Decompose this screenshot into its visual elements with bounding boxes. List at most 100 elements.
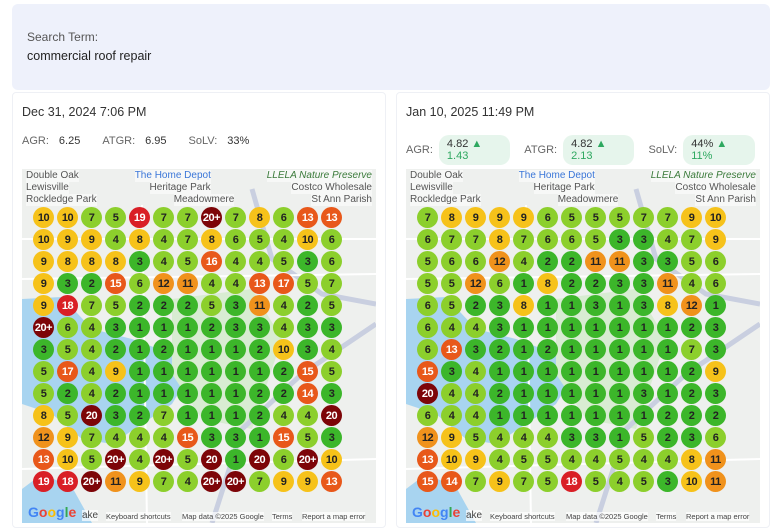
rank-pin[interactable]: 13 <box>417 449 438 470</box>
rank-pin[interactable]: 6 <box>417 295 438 316</box>
keyboard-shortcuts-link[interactable]: Keyboard shortcuts <box>106 512 171 521</box>
rank-pin[interactable]: 5 <box>249 229 270 250</box>
rank-pin[interactable]: 6 <box>489 273 510 294</box>
rank-pin[interactable]: 1 <box>153 317 174 338</box>
rank-pin[interactable]: 8 <box>57 251 78 272</box>
rank-pin[interactable]: 9 <box>465 207 486 228</box>
rank-pin[interactable]: 11 <box>609 251 630 272</box>
rank-pin[interactable]: 3 <box>585 295 606 316</box>
rank-pin[interactable]: 2 <box>249 405 270 426</box>
rank-pin[interactable]: 1 <box>201 361 222 382</box>
rank-pin[interactable]: 20+ <box>201 471 222 492</box>
terms-link[interactable]: Terms <box>656 512 677 521</box>
rank-pin[interactable]: 7 <box>513 229 534 250</box>
rank-pin[interactable]: 5 <box>321 295 342 316</box>
rank-pin[interactable]: 10 <box>705 207 726 228</box>
rank-pin[interactable]: 1 <box>561 295 582 316</box>
rank-pin[interactable]: 7 <box>681 339 702 360</box>
rank-pin[interactable]: 9 <box>489 471 510 492</box>
rank-pin[interactable]: 10 <box>273 339 294 360</box>
rank-pin[interactable]: 5 <box>273 251 294 272</box>
rank-pin[interactable]: 7 <box>81 207 102 228</box>
rank-pin[interactable]: 20 <box>417 383 438 404</box>
rank-pin[interactable]: 7 <box>657 207 678 228</box>
rank-pin[interactable]: 4 <box>153 251 174 272</box>
rank-pin[interactable]: 1 <box>609 317 630 338</box>
rank-pin[interactable]: 10 <box>321 449 342 470</box>
rank-pin[interactable]: 7 <box>153 207 174 228</box>
rank-pin[interactable]: 3 <box>297 251 318 272</box>
rank-pin[interactable]: 6 <box>561 229 582 250</box>
rank-pin[interactable]: 1 <box>561 317 582 338</box>
rank-pin[interactable]: 1 <box>609 383 630 404</box>
rank-pin[interactable]: 3 <box>465 339 486 360</box>
rank-pin[interactable]: 12 <box>681 295 702 316</box>
rank-pin[interactable]: 7 <box>441 229 462 250</box>
rank-pin[interactable]: 9 <box>465 449 486 470</box>
rank-pin[interactable]: 6 <box>465 251 486 272</box>
rank-pin[interactable]: 20+ <box>81 471 102 492</box>
rank-pin[interactable]: 5 <box>33 383 54 404</box>
rank-pin[interactable]: 20+ <box>153 449 174 470</box>
rank-pin[interactable]: 1 <box>537 295 558 316</box>
rank-pin[interactable]: 9 <box>297 471 318 492</box>
rank-pin[interactable]: 3 <box>321 383 342 404</box>
rank-pin[interactable]: 15 <box>417 471 438 492</box>
rank-pin[interactable]: 1 <box>537 317 558 338</box>
rank-pin[interactable]: 8 <box>681 449 702 470</box>
rank-pin[interactable]: 1 <box>657 317 678 338</box>
rank-pin[interactable]: 20+ <box>201 207 222 228</box>
rank-pin[interactable]: 9 <box>33 273 54 294</box>
rank-pin[interactable]: 11 <box>585 251 606 272</box>
rank-pin[interactable]: 3 <box>321 427 342 448</box>
rank-pin[interactable]: 9 <box>513 207 534 228</box>
rank-pin[interactable]: 2 <box>297 295 318 316</box>
rank-pin[interactable]: 1 <box>585 383 606 404</box>
rank-pin[interactable]: 2 <box>249 383 270 404</box>
rank-pin[interactable]: 4 <box>489 427 510 448</box>
rank-pin[interactable]: 12 <box>417 427 438 448</box>
rank-pin[interactable]: 8 <box>441 207 462 228</box>
rank-pin[interactable]: 1 <box>129 317 150 338</box>
rank-pin[interactable]: 4 <box>105 427 126 448</box>
rank-pin[interactable]: 3 <box>225 317 246 338</box>
rank-pin[interactable]: 1 <box>585 405 606 426</box>
rank-pin[interactable]: 4 <box>441 405 462 426</box>
rank-pin[interactable]: 1 <box>657 361 678 382</box>
rank-pin[interactable]: 7 <box>177 207 198 228</box>
rank-pin[interactable]: 2 <box>129 295 150 316</box>
rank-pin[interactable]: 3 <box>657 471 678 492</box>
rank-pin[interactable]: 4 <box>273 317 294 338</box>
rank-pin[interactable]: 20 <box>201 449 222 470</box>
rank-pin[interactable]: 11 <box>177 273 198 294</box>
rank-pin[interactable]: 4 <box>201 273 222 294</box>
rank-pin[interactable]: 7 <box>249 471 270 492</box>
rank-pin[interactable]: 4 <box>225 251 246 272</box>
rank-pin[interactable]: 1 <box>585 317 606 338</box>
rank-pin[interactable]: 11 <box>105 471 126 492</box>
rank-pin[interactable]: 2 <box>249 339 270 360</box>
rank-pin[interactable]: 1 <box>633 339 654 360</box>
rank-pin[interactable]: 7 <box>465 471 486 492</box>
rank-pin[interactable]: 4 <box>273 405 294 426</box>
rank-pin[interactable]: 10 <box>57 449 78 470</box>
rank-pin[interactable]: 18 <box>561 471 582 492</box>
rank-pin[interactable]: 9 <box>57 427 78 448</box>
rank-pin[interactable]: 11 <box>657 273 678 294</box>
rank-pin[interactable]: 3 <box>225 295 246 316</box>
rank-pin[interactable]: 5 <box>177 449 198 470</box>
rank-pin[interactable]: 1 <box>225 339 246 360</box>
rank-pin[interactable]: 3 <box>633 295 654 316</box>
rank-pin[interactable]: 17 <box>57 361 78 382</box>
rank-pin[interactable]: 7 <box>153 405 174 426</box>
rank-pin[interactable]: 5 <box>585 207 606 228</box>
rank-pin[interactable]: 15 <box>105 273 126 294</box>
rank-pin[interactable]: 2 <box>705 405 726 426</box>
rank-pin[interactable]: 9 <box>273 471 294 492</box>
rank-pin[interactable]: 13 <box>249 273 270 294</box>
rank-pin[interactable]: 1 <box>177 405 198 426</box>
rank-pin[interactable]: 4 <box>273 295 294 316</box>
rank-pin[interactable]: 17 <box>273 273 294 294</box>
rank-pin[interactable]: 2 <box>153 339 174 360</box>
rank-pin[interactable]: 5 <box>297 427 318 448</box>
